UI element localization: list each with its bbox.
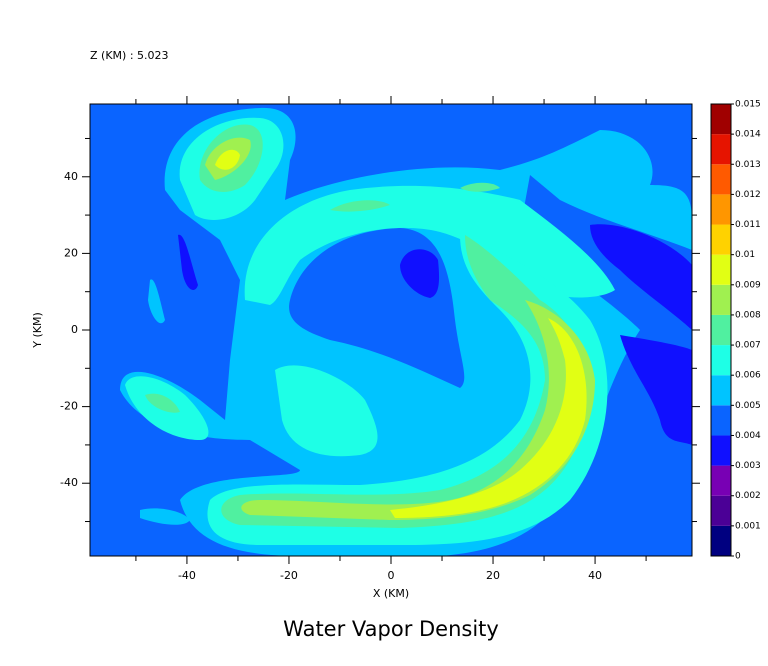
contour-region [275, 365, 378, 457]
contour-region [400, 249, 440, 298]
colorbar-label: 0.01 [735, 250, 755, 260]
colorbar-label: 0 [735, 552, 741, 562]
contour-region [390, 318, 587, 518]
colorbar-label: 0.003 [735, 461, 761, 471]
chart-title: Water Vapor Density [283, 617, 499, 641]
colorbar-band [711, 164, 731, 195]
colorbar-band [711, 254, 731, 285]
colorbar-label: 0.006 [735, 371, 761, 381]
colorbar-label: 0.013 [735, 160, 761, 170]
contour-region [140, 508, 190, 525]
x-tick-label: 0 [388, 569, 395, 582]
y-tick-label: 20 [64, 246, 78, 259]
contour-region [330, 200, 390, 212]
x-tick-label: 40 [588, 569, 602, 582]
contour-region [148, 279, 165, 324]
x-tick-label: -20 [280, 569, 298, 582]
colorbar-label: 0.004 [735, 431, 761, 441]
colorbar-band [711, 465, 731, 496]
y-tick-label: -20 [60, 400, 78, 413]
colorbar-band [711, 525, 731, 556]
colorbar-label: 0.005 [735, 401, 761, 411]
colorbar-label: 0.011 [735, 220, 761, 230]
colorbar-band [711, 495, 731, 526]
x-tick-label: -40 [178, 569, 196, 582]
colorbar-label: 0.001 [735, 521, 761, 531]
colorbar-band [711, 345, 731, 376]
contour-field [90, 104, 692, 556]
y-axis-label: Y (KM) [31, 312, 44, 349]
contour-region [460, 182, 500, 192]
colorbar-band [711, 435, 731, 466]
colorbar-band [711, 284, 731, 315]
colorbar-band [711, 314, 731, 346]
annotation: Z (KM) : 5.023 [90, 49, 169, 62]
colorbar-frame [710, 103, 732, 557]
colorbar-label: 0.008 [735, 310, 761, 320]
contour-region [145, 393, 180, 413]
y-tick-label: 40 [64, 170, 78, 183]
y-tick-label: 0 [71, 323, 78, 336]
colorbar-label: 0.014 [735, 130, 761, 140]
contour-region [215, 149, 240, 170]
contour-region [620, 335, 692, 445]
x-axis-label: X (KM) [373, 587, 409, 600]
colorbar-band [711, 104, 731, 135]
colorbar-band [711, 224, 731, 255]
y-tick-label: -40 [60, 476, 78, 489]
colorbar-label: 0.015 [735, 100, 761, 110]
x-tick-label: 20 [486, 569, 500, 582]
contour-region [178, 234, 198, 290]
colorbar-label: 0.012 [735, 190, 761, 200]
colorbar-band [711, 134, 731, 165]
colorbar-band [711, 194, 731, 225]
colorbar-label: 0.009 [735, 280, 761, 290]
contour-region [590, 224, 692, 330]
contour-region [221, 235, 587, 528]
colorbar-label: 0.007 [735, 341, 761, 351]
colorbar-label: 0.002 [735, 491, 761, 501]
contour-region [241, 300, 596, 520]
colorbar-band [711, 405, 731, 436]
colorbar-band [711, 375, 731, 406]
